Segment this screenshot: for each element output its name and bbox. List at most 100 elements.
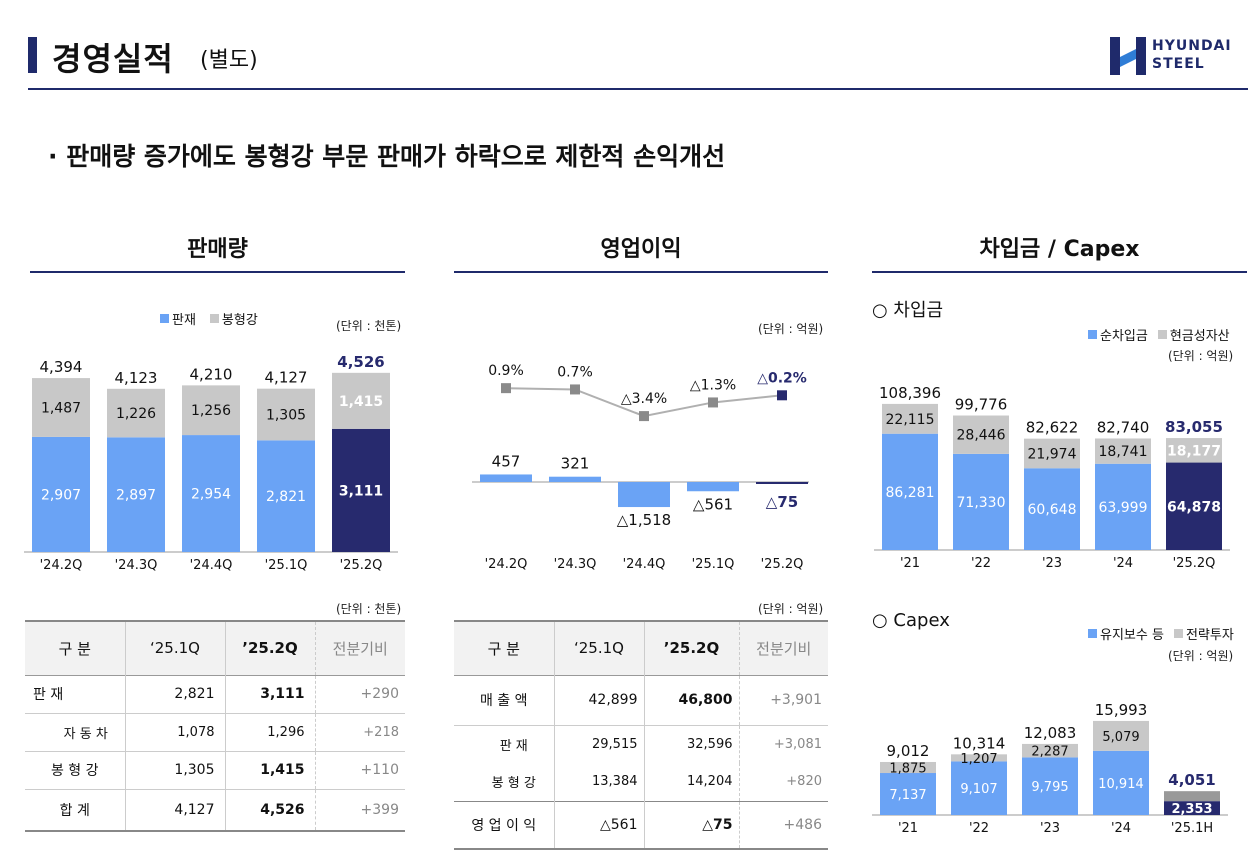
row-curr: 1,296 xyxy=(224,713,315,751)
row-curr: 32,596 xyxy=(643,725,739,763)
profit-chart: 457 '24.2Q 321 '24.3Q △1,518 '24.4Q △561 '25.1Q… xyxy=(472,363,809,572)
total-label: 108,396 xyxy=(879,384,941,402)
total-label: 99,776 xyxy=(955,396,1008,414)
row-label: 자 동 차 xyxy=(63,726,108,742)
data-label: 18,177 xyxy=(1167,443,1221,459)
tick-label: '25.2Q xyxy=(340,558,383,573)
tick-label: '23 xyxy=(1042,556,1062,571)
debt-title: 차입금 / Capex xyxy=(979,237,1140,262)
row-prev: 4,127 xyxy=(124,789,225,831)
row-curr: 14,204 xyxy=(643,763,739,801)
data-label: 2,954 xyxy=(191,487,231,503)
bar-봉형강 xyxy=(32,378,90,437)
profit-table-unit: (단위 : 억원) xyxy=(758,602,824,616)
sales-table: 구 분 ‘25.1Q ’25.2Q 전분기비 판 재 2,821 3,111 +… xyxy=(25,620,405,832)
page-title: 경영실적 xyxy=(52,40,174,78)
total-label: 15,993 xyxy=(1095,701,1148,719)
bar-순차입금 xyxy=(1166,462,1222,550)
data-label: 18,741 xyxy=(1099,444,1148,460)
data-label: 2,821 xyxy=(266,489,306,505)
data-label: 2,907 xyxy=(41,487,81,503)
data-label: 2,287 xyxy=(1031,745,1068,760)
bar-유지보수 등 xyxy=(880,773,936,815)
total-label: 12,083 xyxy=(1024,724,1077,742)
tick-label: '24 xyxy=(1111,821,1131,836)
profit-title: 영업이익 xyxy=(600,237,682,262)
margin-label: △0.2% xyxy=(757,370,807,386)
row-label: 판 재 xyxy=(499,738,528,754)
bar-순차입금 xyxy=(953,453,1009,550)
bar-operating-profit xyxy=(756,482,808,484)
table-row: 봉 형 강 1,305 1,415 +110 xyxy=(25,751,405,789)
row-label: 영 업 이 익 xyxy=(471,817,537,834)
bar-봉형강 xyxy=(182,385,240,436)
legend-swatch-net-debt xyxy=(1088,330,1097,339)
borrow-chart: 86,281 22,115 108,396 '21 71,330 28,446 99,776… xyxy=(874,384,1230,571)
row-diff: +110 xyxy=(314,751,405,789)
bar-판재 xyxy=(182,435,240,552)
data-label: △75 xyxy=(766,493,798,511)
row-curr: △75 xyxy=(643,801,739,849)
capex-heading: ○ Capex xyxy=(872,610,950,631)
row-diff: +3,901 xyxy=(738,675,828,725)
tick-label: '24.3Q xyxy=(115,558,158,573)
legend-net-debt: 순차입금 xyxy=(1100,329,1148,344)
tick-label: '24.2Q xyxy=(40,558,83,573)
row-diff: +486 xyxy=(738,801,828,849)
th-diff: 전분기비 xyxy=(738,621,828,675)
bar-현금성자산 xyxy=(1166,438,1222,463)
profit-title-line xyxy=(454,271,828,273)
bar-전략투자 xyxy=(1164,791,1220,802)
tick-label: '24 xyxy=(1113,556,1133,571)
th-diff: 전분기비 xyxy=(314,621,405,675)
data-label: 1,487 xyxy=(41,401,81,417)
bar-유지보수 등 xyxy=(951,761,1007,815)
tick-label: '21 xyxy=(898,821,918,836)
bar-operating-profit xyxy=(480,474,532,482)
bar-유지보수 등 xyxy=(1093,750,1149,815)
row-prev: 42,899 xyxy=(553,675,644,725)
data-label: 1,415 xyxy=(339,394,383,410)
bar-순차입금 xyxy=(1024,468,1080,550)
margin-label: 0.9% xyxy=(488,363,524,379)
total-label: 4,051 xyxy=(1168,771,1215,789)
th-category: 구 분 xyxy=(454,621,554,675)
tick-label: '24.2Q xyxy=(485,557,528,572)
total-label: 4,210 xyxy=(190,365,233,383)
margin-label: △1.3% xyxy=(690,377,736,393)
tick-label: '25.2Q xyxy=(761,557,804,572)
sales-title-line xyxy=(30,271,405,273)
tick-label: '23 xyxy=(1040,821,1060,836)
bar-순차입금 xyxy=(882,433,938,550)
row-prev: 1,078 xyxy=(124,713,225,751)
row-prev: 13,384 xyxy=(553,763,644,801)
bar-현금성자산 xyxy=(953,415,1009,454)
row-label: 합 계 xyxy=(59,802,90,819)
bar-전략투자 xyxy=(1022,743,1078,758)
bar-현금성자산 xyxy=(1095,438,1151,464)
tick-label: '24.4Q xyxy=(623,557,666,572)
legend-swatch-maint xyxy=(1088,629,1097,638)
bar-전략투자 xyxy=(1093,720,1149,751)
total-label: 4,127 xyxy=(265,369,308,387)
data-label: 71,330 xyxy=(957,495,1006,511)
data-label: 2,353 xyxy=(1171,802,1212,817)
row-curr: 1,415 xyxy=(224,751,315,789)
tick-label: '21 xyxy=(900,556,920,571)
data-label: 86,281 xyxy=(886,485,935,501)
logo-text-2: STEEL xyxy=(1152,56,1205,72)
th-prev: ‘25.1Q xyxy=(124,621,225,675)
tick-label: '24.3Q xyxy=(554,557,597,572)
legend-swatch-cash xyxy=(1157,330,1167,339)
bar-전략투자 xyxy=(880,761,936,774)
row-label: 판 재 xyxy=(33,687,64,703)
bar-봉형강 xyxy=(332,372,390,429)
legend-strategic: 전략투자 xyxy=(1185,628,1234,643)
data-label: 9,107 xyxy=(960,782,997,797)
row-label: 봉 형 강 xyxy=(50,763,99,779)
bar-operating-profit xyxy=(549,476,601,482)
bar-operating-profit xyxy=(687,482,739,492)
total-label: 10,314 xyxy=(953,734,1006,752)
row-diff: +820 xyxy=(738,763,828,801)
row-curr: 4,526 xyxy=(224,789,315,831)
